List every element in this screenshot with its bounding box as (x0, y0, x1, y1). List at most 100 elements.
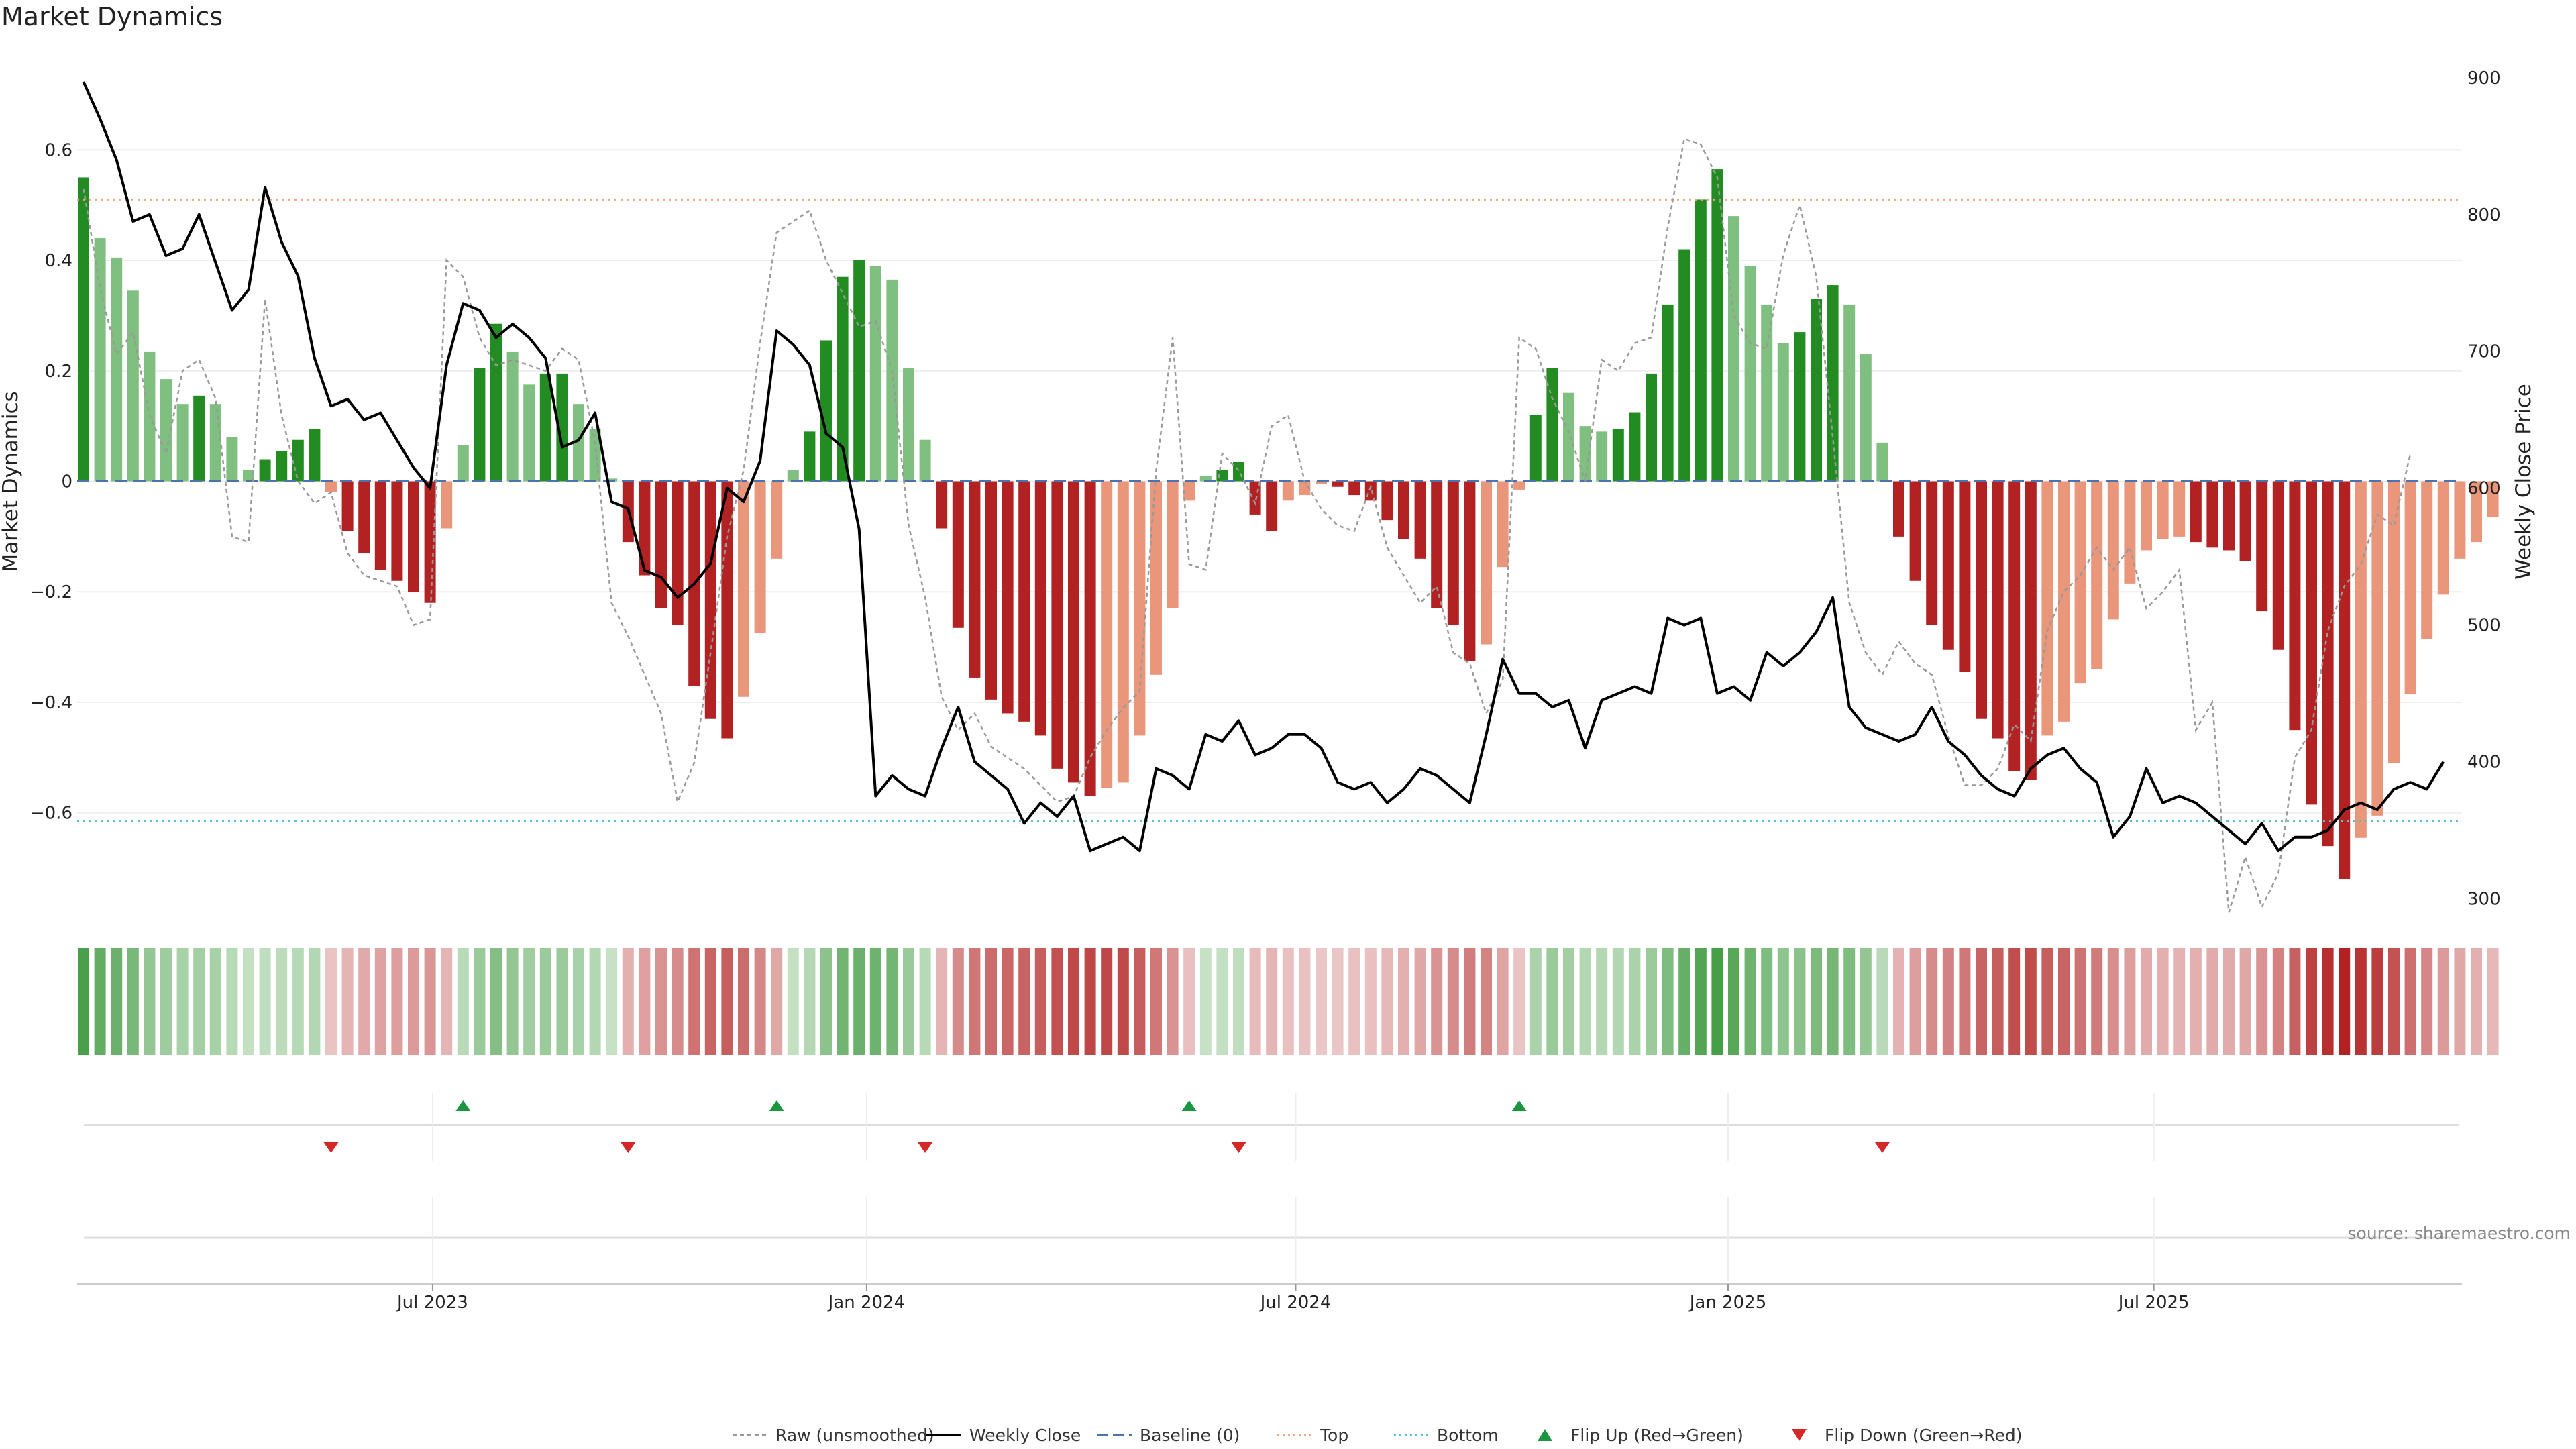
histogram-bar (193, 395, 205, 482)
heat-strip-cell (1942, 948, 1954, 1055)
histogram-bar (1744, 266, 1756, 482)
heat-strip-cell (688, 948, 700, 1055)
heat-strip-cell (2025, 948, 2037, 1055)
heat-strip-cell (2008, 948, 2021, 1055)
legend-item: Raw (unsmoothed) (733, 1426, 934, 1445)
histogram-bar (1199, 476, 1212, 482)
heat-strip-cell (2421, 948, 2433, 1055)
histogram-bar (78, 177, 89, 482)
y-right-axis-label: Weekly Close Price (2512, 384, 2536, 580)
histogram-bar (358, 481, 370, 553)
histogram-bar (886, 279, 898, 482)
legend-flip-up-icon (1538, 1429, 1552, 1441)
heat-strip-cell (144, 948, 156, 1055)
heat-strip-cell (1398, 948, 1409, 1055)
histogram-bar (2058, 481, 2070, 722)
heat-strip-cell (1827, 948, 1839, 1055)
heat-strip-cell (556, 948, 568, 1055)
histogram-bar (1481, 481, 1492, 645)
legend-label: Flip Down (Green→Red) (1825, 1426, 2023, 1445)
histogram-bar (1101, 481, 1113, 788)
heat-strip-cell (606, 948, 618, 1055)
chart-title: Market Dynamics (1, 2, 223, 32)
heat-strip-cell (985, 948, 997, 1055)
histogram-bar (589, 429, 601, 482)
histogram-bar (1728, 216, 1739, 482)
histogram-bar (243, 470, 254, 482)
heat-strip-cell (1002, 948, 1014, 1055)
heat-strip-cell (1579, 948, 1591, 1055)
histogram-bar (1497, 481, 1509, 568)
heat-strip-cell (721, 948, 733, 1055)
histogram-bar (1529, 415, 1542, 482)
heat-strip-cell (936, 948, 948, 1055)
histogram-bar (111, 257, 123, 482)
legend-item: Baseline (0) (1097, 1426, 1240, 1445)
histogram-bar (1316, 481, 1327, 484)
heat-strip-cell (1992, 948, 2004, 1055)
y-left-axis-label: Market Dynamics (0, 391, 23, 572)
heat-strip-cell (1926, 948, 1938, 1055)
legend-flip-down-icon (1792, 1429, 1807, 1441)
histogram-bar (1282, 481, 1294, 501)
histogram-bar (408, 481, 419, 592)
histogram-bar (1926, 481, 1938, 625)
flip-down-marker (323, 1142, 339, 1153)
legend-label: Bottom (1437, 1426, 1499, 1445)
heat-strip-cell (1034, 948, 1046, 1055)
heat-strip-cell (1728, 948, 1739, 1055)
histogram-bar (374, 481, 386, 570)
heat-strip-cell (1761, 948, 1773, 1055)
raw-unsmoothed-line (83, 138, 2412, 913)
histogram-bar (1216, 470, 1228, 482)
histogram-bar (2404, 481, 2416, 694)
weekly-close-line (82, 81, 2445, 853)
histogram-bar (1150, 481, 1162, 675)
histogram-bar (1364, 481, 1377, 501)
heat-strip-cell (2289, 948, 2301, 1055)
y-left-tick-label: 0 (61, 472, 72, 492)
heat-strip-cell (2223, 948, 2235, 1055)
histogram-bar (1811, 299, 1822, 482)
histogram-bar (2239, 481, 2251, 561)
axes: 0.6 0.4 0.2 0 −0.2 −0.4 −0.6 900 800 700 600 500 400… (0, 68, 2536, 910)
histogram-bar (1546, 368, 1558, 482)
heat-strip-cell (2074, 948, 2086, 1055)
heat-strip-cell (787, 948, 799, 1055)
heat-strip-cell (341, 948, 354, 1055)
heat-strip-cell (1612, 948, 1624, 1055)
histogram-bar (226, 437, 238, 482)
histogram-bar (1777, 343, 1789, 482)
histogram-bar (1117, 481, 1129, 783)
histogram-bar (539, 373, 551, 482)
histogram-bar (2107, 481, 2119, 620)
heat-strip-cell (2355, 948, 2367, 1055)
heat-strip-cell (1183, 948, 1195, 1055)
heat-strip-cell (1959, 948, 1971, 1055)
flip-down-marker (1231, 1142, 1246, 1153)
heat-strip-cell (589, 948, 601, 1055)
histogram-bar (1034, 481, 1046, 736)
y-left-tick-label: 0.2 (45, 362, 72, 382)
histogram-bar (292, 439, 304, 482)
histogram-bar (1249, 481, 1261, 515)
histogram-bar (1629, 412, 1641, 482)
histogram-bar (2025, 481, 2037, 780)
heat-strip-cell (193, 948, 205, 1055)
histogram-bar (573, 404, 584, 482)
histogram-bar (655, 481, 667, 608)
histogram-bar (2190, 481, 2202, 543)
legend-label: Top (1320, 1426, 1348, 1445)
histogram-bar (1563, 392, 1574, 482)
flip-up-marker (1511, 1100, 1527, 1111)
histogram-bar (1431, 481, 1443, 608)
y-right-tick-label: 300 (2467, 890, 2501, 910)
heat-strip-cell (1711, 948, 1723, 1055)
histogram-bar (1513, 481, 1525, 490)
histogram-bar (2074, 481, 2086, 684)
histogram-bar (1266, 481, 1278, 531)
heat-strip-cell (1167, 948, 1179, 1055)
flip-up-marker (455, 1100, 471, 1111)
histogram-bar (1711, 169, 1723, 482)
heat-strip-cell (919, 948, 931, 1055)
